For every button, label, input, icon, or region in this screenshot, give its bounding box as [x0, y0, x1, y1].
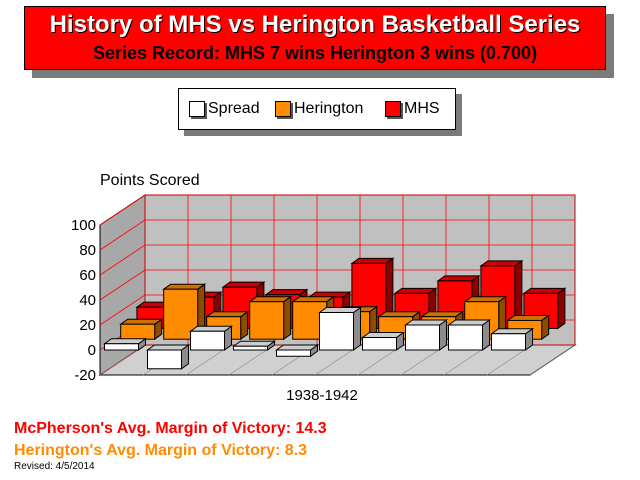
legend-swatch-spread	[189, 101, 205, 117]
legend-item-mhs: MHS	[385, 99, 440, 119]
bar-top	[248, 296, 293, 303]
bar-top	[393, 287, 438, 294]
bar-spread	[231, 340, 277, 351]
bar-front	[249, 301, 285, 340]
bar-top	[479, 260, 524, 267]
bar-top	[162, 283, 207, 290]
bar-front	[319, 312, 354, 351]
bar-top	[360, 332, 406, 338]
bar-front	[491, 333, 526, 351]
bar-front	[233, 345, 268, 351]
bar-top	[264, 289, 309, 296]
series-record: Series Record: MHS 7 wins Herington 3 wi…	[92, 43, 538, 63]
bar-top	[506, 314, 551, 321]
herington-margin: Herington's Avg. Margin of Victory: 8.3	[14, 442, 308, 459]
bar-top	[221, 281, 266, 288]
bar-top	[403, 319, 449, 326]
x-axis-label: 1938-1942	[286, 387, 358, 404]
bar-spread	[188, 325, 234, 351]
title-banner: History of MHS vs Herington Basketball S…	[24, 6, 606, 70]
revised-date: Revised: 4/5/2014	[14, 461, 95, 472]
y-axis-label: Points Scored	[100, 172, 200, 189]
bar-herington	[119, 318, 164, 341]
bar-side	[353, 306, 361, 351]
legend-swatch-herington	[275, 101, 291, 117]
bar-spread	[360, 331, 406, 351]
bar-front	[276, 349, 311, 357]
y-tick-label: 40	[79, 292, 96, 309]
bar-top	[188, 325, 234, 332]
bar-top	[446, 319, 492, 326]
bar-top	[436, 275, 481, 282]
bar-spread	[403, 319, 449, 351]
bar-spread	[145, 344, 191, 370]
legend-label-spread: Spread	[208, 100, 260, 117]
mcpherson-margin: McPherson's Avg. Margin of Victory: 14.3	[14, 420, 327, 437]
bar-top	[205, 311, 250, 318]
bar-top	[489, 328, 535, 335]
bar-top	[420, 311, 465, 318]
bar-top	[350, 257, 395, 264]
legend-swatch-mhs	[385, 101, 401, 117]
bar-front	[405, 324, 440, 351]
legend-item-spread: Spread	[189, 99, 260, 119]
bar-front	[362, 337, 397, 351]
bar-side	[557, 287, 566, 330]
bar-front	[147, 349, 182, 370]
legend-label-herington: Herington	[294, 100, 364, 117]
y-tick-label: -20	[74, 367, 96, 384]
y-tick-label: 60	[79, 267, 96, 284]
legend-item-herington: Herington	[275, 99, 363, 119]
bar-top	[145, 344, 191, 351]
y-tick-label: 100	[71, 217, 96, 234]
bar-spread	[317, 306, 363, 351]
y-tick-label: 20	[79, 317, 96, 334]
bar-top	[231, 340, 277, 347]
bar-spread	[489, 327, 535, 351]
bar-top	[463, 296, 508, 303]
bar-top	[119, 318, 164, 325]
y-tick-label: 80	[79, 242, 96, 259]
bar-top	[274, 344, 320, 351]
legend-label-mhs: MHS	[404, 100, 440, 117]
bar-top	[102, 338, 148, 345]
chart-title: History of MHS vs Herington Basketball S…	[49, 11, 581, 38]
floor-line	[529, 344, 576, 376]
bar-top	[522, 287, 567, 294]
bar-front	[448, 324, 483, 351]
bar-spread	[102, 337, 148, 351]
bar-front	[120, 323, 156, 340]
bar-top	[317, 307, 363, 313]
y-tick-label: 0	[88, 342, 96, 359]
bar-herington	[248, 295, 293, 341]
bar-front	[104, 343, 139, 351]
bar-top	[291, 296, 336, 303]
bar-mhs	[522, 287, 567, 330]
bar-spread	[446, 319, 492, 351]
bar-front	[190, 330, 225, 351]
bar-top	[377, 311, 422, 318]
bar-spread	[274, 344, 320, 358]
bar-side	[283, 295, 292, 341]
legend: Spread Herington MHS	[178, 88, 456, 130]
